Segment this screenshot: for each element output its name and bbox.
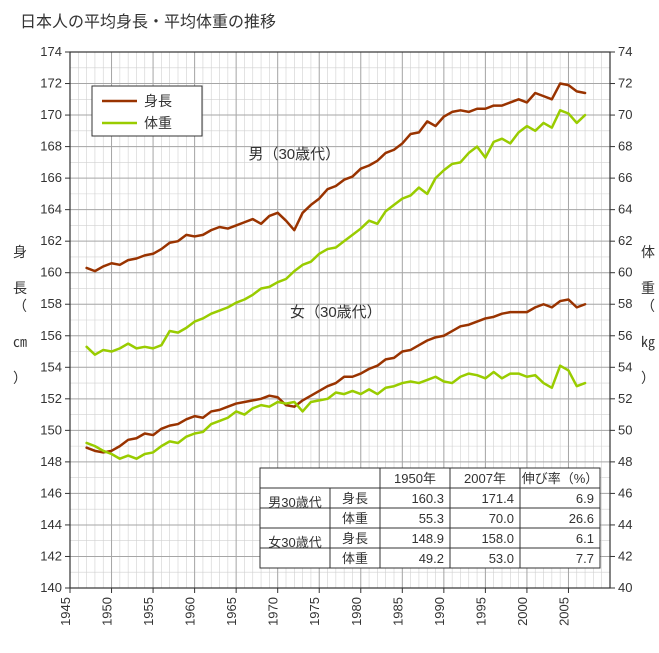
legend-label: 体重	[144, 115, 172, 131]
x-tick-label: 1965	[224, 597, 239, 626]
x-tick-label: 1985	[390, 597, 405, 626]
yr-tick-label: 42	[618, 548, 632, 563]
x-tick-label: 1975	[307, 597, 322, 626]
y-right-axis-label: ）	[641, 370, 655, 386]
table-data-cell: 6.1	[576, 531, 594, 546]
yr-tick-label: 40	[618, 580, 632, 595]
yr-tick-label: 44	[618, 517, 632, 532]
table-data-cell: 160.3	[411, 491, 444, 506]
yl-tick-label: 156	[40, 328, 62, 343]
yr-tick-label: 66	[618, 170, 632, 185]
yr-tick-label: 56	[618, 328, 632, 343]
y-right-axis-label: ㎏	[641, 334, 655, 351]
x-tick-label: 1995	[473, 597, 488, 626]
yl-tick-label: 162	[40, 233, 62, 248]
table-header-cell: 1950年	[394, 471, 436, 486]
chart-canvas: 1945 1950 1955 1960 1965 1970 1975 1980 1985 1990…	[0, 0, 659, 653]
yr-tick-label: 72	[618, 76, 632, 91]
x-tick-label: 1945	[58, 597, 73, 626]
y-right-axis-label: （	[641, 298, 655, 314]
y-right-axis-label: 体	[641, 244, 655, 260]
x-tick-label: 1960	[183, 597, 198, 626]
yr-tick-label: 70	[618, 107, 632, 122]
yl-tick-label: 164	[40, 202, 62, 217]
table-data-cell: 158.0	[481, 531, 514, 546]
series-annotation: 女（30歳代）	[290, 303, 382, 321]
table-metric-cell: 身長	[342, 531, 368, 546]
yl-tick-label: 174	[40, 44, 62, 59]
table-data-cell: 7.7	[576, 551, 594, 566]
table-group-cell: 男30歳代	[268, 495, 321, 510]
table-data-cell: 49.2	[419, 551, 444, 566]
table-data-cell: 70.0	[489, 511, 514, 526]
table-data-cell: 55.3	[419, 511, 444, 526]
yr-tick-label: 54	[618, 359, 632, 374]
y-left-axis-label: （	[13, 298, 27, 314]
y-left-axis-label: ㎝	[13, 334, 27, 350]
y-right-axis-label: 重	[641, 280, 655, 296]
x-tick-label: 1955	[141, 597, 156, 626]
yr-tick-label: 58	[618, 296, 632, 311]
y-right-axis-label	[641, 262, 655, 278]
yr-tick-label: 68	[618, 139, 632, 154]
y-left-axis-label	[13, 316, 27, 332]
x-tick-label: 2000	[515, 597, 530, 626]
yl-tick-label: 152	[40, 391, 62, 406]
table-header-cell: 2007年	[464, 471, 506, 486]
y-left-axis-label	[13, 352, 27, 368]
x-tick-label: 1990	[432, 597, 447, 626]
yr-tick-label: 74	[618, 44, 632, 59]
yl-tick-label: 158	[40, 296, 62, 311]
summary-table: 1950年2007年伸び率（%）男30歳代身長160.3171.46.9体重55…	[260, 468, 600, 568]
table-data-cell: 148.9	[411, 531, 444, 546]
yr-tick-label: 48	[618, 454, 632, 469]
legend-label: 身長	[144, 93, 172, 109]
yr-tick-label: 50	[618, 422, 632, 437]
table-data-cell: 171.4	[481, 491, 514, 506]
yr-tick-label: 52	[618, 391, 632, 406]
y-left-axis-label: 身	[13, 244, 27, 260]
yl-tick-label: 168	[40, 139, 62, 154]
yl-tick-label: 148	[40, 454, 62, 469]
table-metric-cell: 体重	[342, 511, 368, 526]
yr-tick-label: 62	[618, 233, 632, 248]
x-tick-label: 2005	[556, 597, 571, 626]
table-metric-cell: 体重	[342, 551, 368, 566]
y-left-axis-label: ）	[13, 370, 27, 386]
yl-tick-label: 144	[40, 517, 62, 532]
yl-tick-label: 154	[40, 359, 62, 374]
x-tick-label: 1970	[266, 597, 281, 626]
yr-tick-label: 46	[618, 485, 632, 500]
table-data-cell: 26.6	[569, 511, 594, 526]
y-right-axis-label	[641, 352, 655, 368]
yl-tick-label: 140	[40, 580, 62, 595]
x-tick-label: 1950	[100, 597, 115, 626]
series-annotation: 男（30歳代）	[248, 146, 340, 163]
table-data-cell: 6.9	[576, 491, 594, 506]
y-right-axis-label	[641, 316, 655, 332]
yl-tick-label: 166	[40, 170, 62, 185]
table-header-cell: 伸び率（%）	[522, 471, 599, 486]
yl-tick-label: 146	[40, 485, 62, 500]
yr-tick-label: 60	[618, 265, 632, 280]
yl-tick-label: 160	[40, 265, 62, 280]
y-left-axis-label	[13, 262, 27, 278]
yl-tick-label: 150	[40, 422, 62, 437]
y-left-axis-label: 長	[13, 280, 27, 296]
table-metric-cell: 身長	[342, 491, 368, 506]
yl-tick-label: 142	[40, 548, 62, 563]
yl-tick-label: 170	[40, 107, 62, 122]
table-data-cell: 53.0	[489, 551, 514, 566]
yr-tick-label: 64	[618, 202, 632, 217]
table-group-cell: 女30歳代	[268, 535, 321, 550]
x-tick-label: 1980	[349, 597, 364, 626]
yl-tick-label: 172	[40, 76, 62, 91]
